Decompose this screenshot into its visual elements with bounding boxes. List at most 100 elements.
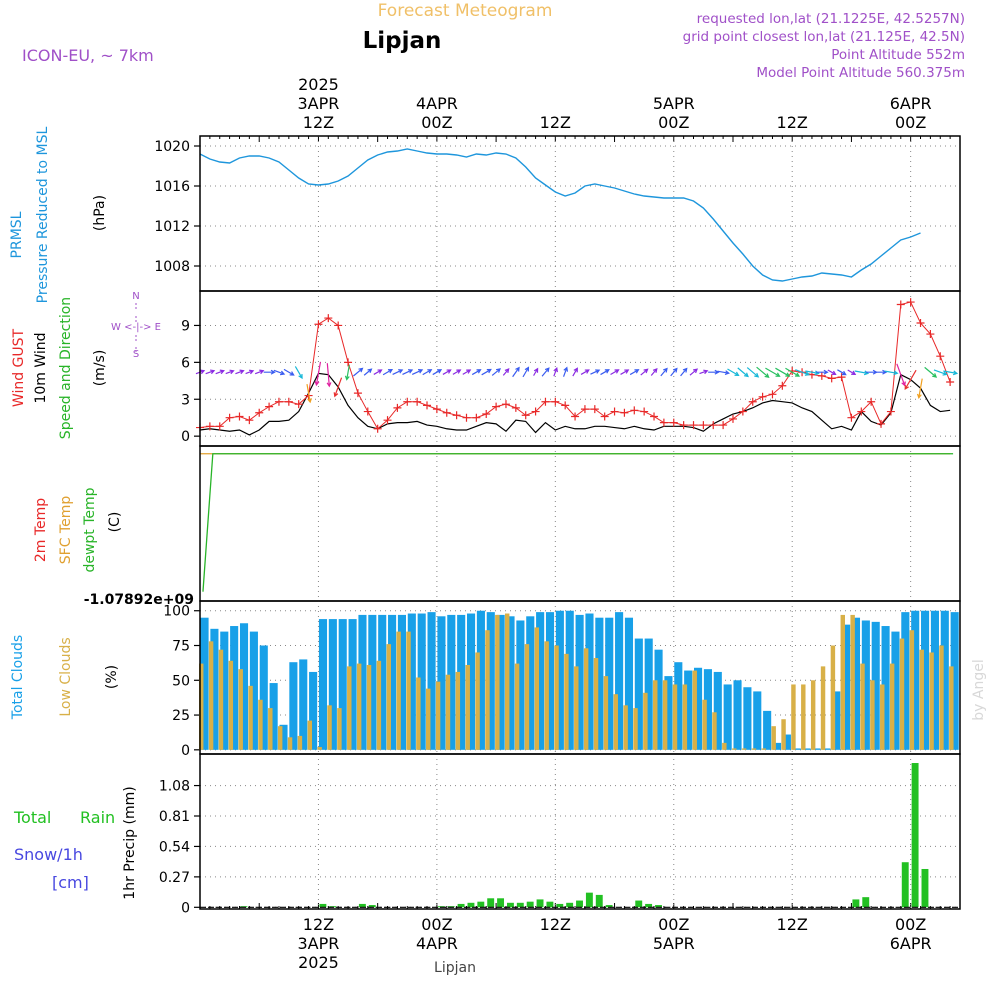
total-cloud-bar xyxy=(851,617,861,750)
low-cloud-bar xyxy=(653,680,658,750)
wind-direction-arrow xyxy=(422,369,433,376)
low-cloud-bar xyxy=(564,653,569,750)
precip-marks xyxy=(200,763,960,908)
gust-marker xyxy=(215,422,224,431)
wind-direction-arrow xyxy=(363,368,373,376)
wind-direction-arrow xyxy=(708,369,720,375)
total-cloud-bar xyxy=(674,662,683,750)
precipitation-ytick-label: 0.81 xyxy=(159,809,190,825)
low-cloud-bar xyxy=(347,666,352,750)
gust-marker xyxy=(462,413,471,422)
gust-marker xyxy=(669,418,678,427)
rain-bar xyxy=(645,903,653,908)
gust-marker xyxy=(709,421,718,430)
low-cloud-bar xyxy=(287,737,293,750)
wind-direction-arrow xyxy=(933,369,948,376)
wind-direction-arrow xyxy=(795,369,811,376)
total-cloud-bar xyxy=(871,621,880,750)
total-cloud-bar xyxy=(437,616,446,750)
low-cloud-bar xyxy=(899,638,905,750)
clouds-ytick-label: 25 xyxy=(172,708,190,724)
gust-marker xyxy=(817,371,826,380)
wind-direction-arrow xyxy=(916,378,923,400)
low-cloud-bar xyxy=(544,641,549,750)
speed-direction-label: Speed and Direction xyxy=(58,297,74,439)
gust-marker xyxy=(501,400,510,409)
wind-direction-arrow xyxy=(522,366,530,378)
low-cloud-bar xyxy=(840,614,845,750)
pressure-ytick-label: 1016 xyxy=(154,179,190,195)
total-cloud-bar xyxy=(940,610,949,750)
low-cloud-bar xyxy=(574,666,579,750)
gust-line xyxy=(199,301,951,430)
gust-marker xyxy=(245,416,254,425)
clouds-panel: 0 25 50 75 100 Total Clouds Low Clouds (%) b… xyxy=(10,600,987,759)
rain-bar xyxy=(911,763,919,908)
low-cloud-bar xyxy=(366,664,372,750)
wind-direction-arrow xyxy=(610,369,620,376)
rain-bar xyxy=(477,901,485,908)
total-cloud-bar xyxy=(368,614,377,750)
gust-marker xyxy=(432,405,441,414)
total-cloud-bar xyxy=(447,614,456,750)
compass-west-east: W <-|-> E xyxy=(111,322,161,333)
gust-marker xyxy=(689,421,698,430)
total-cloud-bar xyxy=(763,710,772,750)
wind-direction-arrow xyxy=(245,369,255,375)
gust-marker xyxy=(580,405,589,414)
wind-direction-arrow xyxy=(326,363,332,388)
low-cloud-bar xyxy=(889,663,895,750)
total-cloud-bar xyxy=(881,626,890,750)
total-cloud-bar xyxy=(832,691,841,750)
low-cloud-bar xyxy=(702,699,707,750)
gust-marker xyxy=(265,402,274,411)
total-cloud-bar xyxy=(358,614,367,750)
rain-bar xyxy=(556,903,564,908)
gust-marker xyxy=(511,403,520,412)
low-cloud-bar xyxy=(909,630,915,750)
wind-grid xyxy=(200,291,960,446)
rain-bar xyxy=(655,905,662,908)
precip-yticks: 0 0.27 0.54 0.81 1.08 xyxy=(159,779,200,916)
total-cloud-bar xyxy=(318,619,328,750)
precipitation-ytick-label: 1.08 xyxy=(159,779,190,795)
precipitation-panel: 0 0.27 0.54 0.81 1.08 Total Rain Snow/1h [cm… xyxy=(13,753,961,916)
total-cloud-bar xyxy=(220,631,229,750)
low-cloud-bar xyxy=(238,669,243,750)
wind-direction-arrow xyxy=(896,363,906,387)
rain-bar xyxy=(576,900,583,908)
rain-bar xyxy=(467,902,475,908)
wind-direction-arrow xyxy=(660,367,668,377)
low-cloud-bar xyxy=(277,726,283,750)
wind10m-label: 10m Wind xyxy=(33,332,49,403)
footer-location: Lipjan xyxy=(434,960,476,976)
gust-marker xyxy=(383,416,392,425)
total-cloud-bar xyxy=(506,616,515,750)
wind-direction-arrow xyxy=(837,369,847,376)
pressure-line xyxy=(199,148,921,282)
wind-direction-arrow xyxy=(775,367,791,377)
rain-bar xyxy=(566,902,574,908)
total-cloud-bar xyxy=(842,624,851,750)
low-cloud-bar xyxy=(426,688,431,750)
total-cloud-bar xyxy=(269,683,278,750)
low-cloud-bar xyxy=(485,630,490,750)
wind-direction-arrow xyxy=(442,369,452,375)
gust-marker xyxy=(492,402,501,411)
low-cloud-bar xyxy=(593,658,599,750)
gust-marker xyxy=(659,418,668,427)
temperature-panel: 2m Temp SFC Temp dewpt Temp (C) -1.07892… xyxy=(33,445,961,608)
wind-direction-arrow xyxy=(562,366,569,377)
total-cloud-bar xyxy=(713,671,722,750)
rain-bar xyxy=(862,897,870,908)
rain-bar xyxy=(536,899,544,908)
total-cloud-bar xyxy=(466,613,476,750)
low-cloud-bar xyxy=(613,694,618,750)
wind-direction-arrow xyxy=(392,369,404,375)
total-cloud-bar xyxy=(536,612,545,750)
total-cloud-bar xyxy=(911,610,920,750)
gust-marker xyxy=(630,406,639,415)
precipitation-ytick-label: 0 xyxy=(181,900,190,916)
gust-marker xyxy=(758,392,767,401)
wind-direction-arrow xyxy=(640,368,649,376)
